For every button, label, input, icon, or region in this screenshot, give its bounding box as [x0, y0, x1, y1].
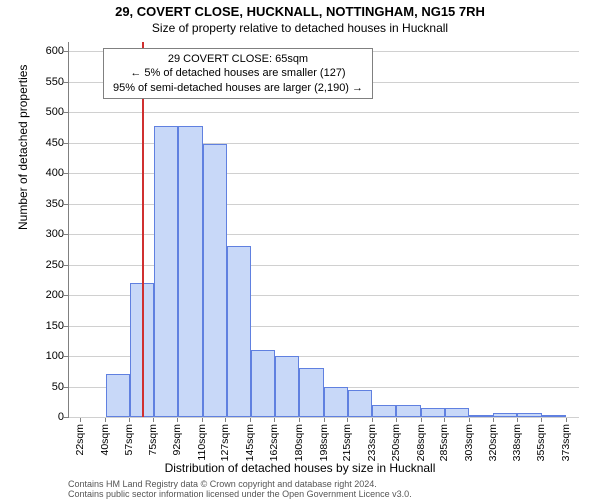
x-tick-label: 338sqm: [511, 424, 523, 461]
x-tick-label: 285sqm: [438, 424, 450, 461]
y-tick-label: 350: [34, 198, 64, 210]
histogram-bar: [275, 356, 299, 417]
histogram-bar: [154, 126, 178, 417]
x-axis-label: Distribution of detached houses by size …: [0, 461, 600, 475]
histogram-bar: [542, 415, 566, 417]
y-tick-label: 0: [34, 411, 64, 423]
x-tick-label: 268sqm: [415, 424, 427, 461]
x-tick-label: 250sqm: [390, 424, 402, 461]
grid-line: [69, 204, 579, 205]
x-tick-label: 57sqm: [123, 424, 135, 456]
histogram-bar: [324, 387, 348, 417]
histogram-bar: [203, 144, 227, 417]
y-tick-label: 500: [34, 106, 64, 118]
histogram-bar: [227, 246, 251, 417]
x-tick-label: 127sqm: [219, 424, 231, 461]
x-tick-label: 198sqm: [318, 424, 330, 461]
grid-line: [69, 143, 579, 144]
x-tick-label: 215sqm: [341, 424, 353, 461]
y-tick-label: 450: [34, 137, 64, 149]
x-tick-label: 373sqm: [560, 424, 572, 461]
x-tick-label: 75sqm: [147, 424, 159, 456]
x-tick-label: 180sqm: [293, 424, 305, 461]
histogram-bar: [445, 408, 469, 417]
x-tick-label: 303sqm: [463, 424, 475, 461]
y-tick-label: 600: [34, 45, 64, 57]
y-tick-label: 400: [34, 167, 64, 179]
grid-line: [69, 173, 579, 174]
y-tick-label: 100: [34, 350, 64, 362]
chart-container: 29, COVERT CLOSE, HUCKNALL, NOTTINGHAM, …: [0, 0, 600, 500]
annotation-box: 29 COVERT CLOSE: 65sqm ← 5% of detached …: [103, 48, 373, 99]
footer-attribution: Contains HM Land Registry data © Crown c…: [68, 480, 412, 500]
histogram-bar: [493, 413, 517, 417]
chart-title-sub: Size of property relative to detached ho…: [0, 21, 600, 35]
histogram-bar: [517, 413, 541, 417]
x-tick-label: 22sqm: [74, 424, 86, 456]
x-tick-label: 145sqm: [244, 424, 256, 461]
y-tick-label: 50: [34, 381, 64, 393]
grid-line: [69, 112, 579, 113]
chart-title-main: 29, COVERT CLOSE, HUCKNALL, NOTTINGHAM, …: [0, 4, 600, 19]
x-tick-label: 162sqm: [268, 424, 280, 461]
footer-line-2: Contains public sector information licen…: [68, 490, 412, 500]
y-tick-label: 250: [34, 259, 64, 271]
histogram-bar: [421, 408, 445, 417]
grid-line: [69, 234, 579, 235]
plot-area: 29 COVERT CLOSE: 65sqm ← 5% of detached …: [68, 42, 579, 418]
x-tick-label: 233sqm: [366, 424, 378, 461]
annotation-line-2: ← 5% of detached houses are smaller (127…: [110, 66, 366, 80]
histogram-bar: [396, 405, 420, 417]
annotation-line-1: 29 COVERT CLOSE: 65sqm: [110, 52, 366, 66]
y-tick-label: 200: [34, 289, 64, 301]
x-tick-label: 92sqm: [171, 424, 183, 456]
histogram-bar: [299, 368, 323, 417]
y-tick-label: 150: [34, 320, 64, 332]
histogram-bar: [178, 126, 202, 417]
y-tick-label: 300: [34, 228, 64, 240]
grid-line: [69, 417, 579, 418]
histogram-bar: [348, 390, 372, 417]
y-axis-label: Number of detached properties: [16, 65, 30, 230]
histogram-bar: [372, 405, 396, 417]
y-tick-label: 550: [34, 76, 64, 88]
x-tick-label: 355sqm: [535, 424, 547, 461]
histogram-bar: [469, 415, 493, 417]
grid-line: [69, 265, 579, 266]
x-tick-label: 110sqm: [196, 424, 208, 461]
x-tick-label: 320sqm: [487, 424, 499, 461]
histogram-bar: [251, 350, 275, 417]
x-tick-label: 40sqm: [99, 424, 111, 456]
histogram-bar: [106, 374, 130, 417]
annotation-line-3: 95% of semi-detached houses are larger (…: [110, 81, 366, 95]
